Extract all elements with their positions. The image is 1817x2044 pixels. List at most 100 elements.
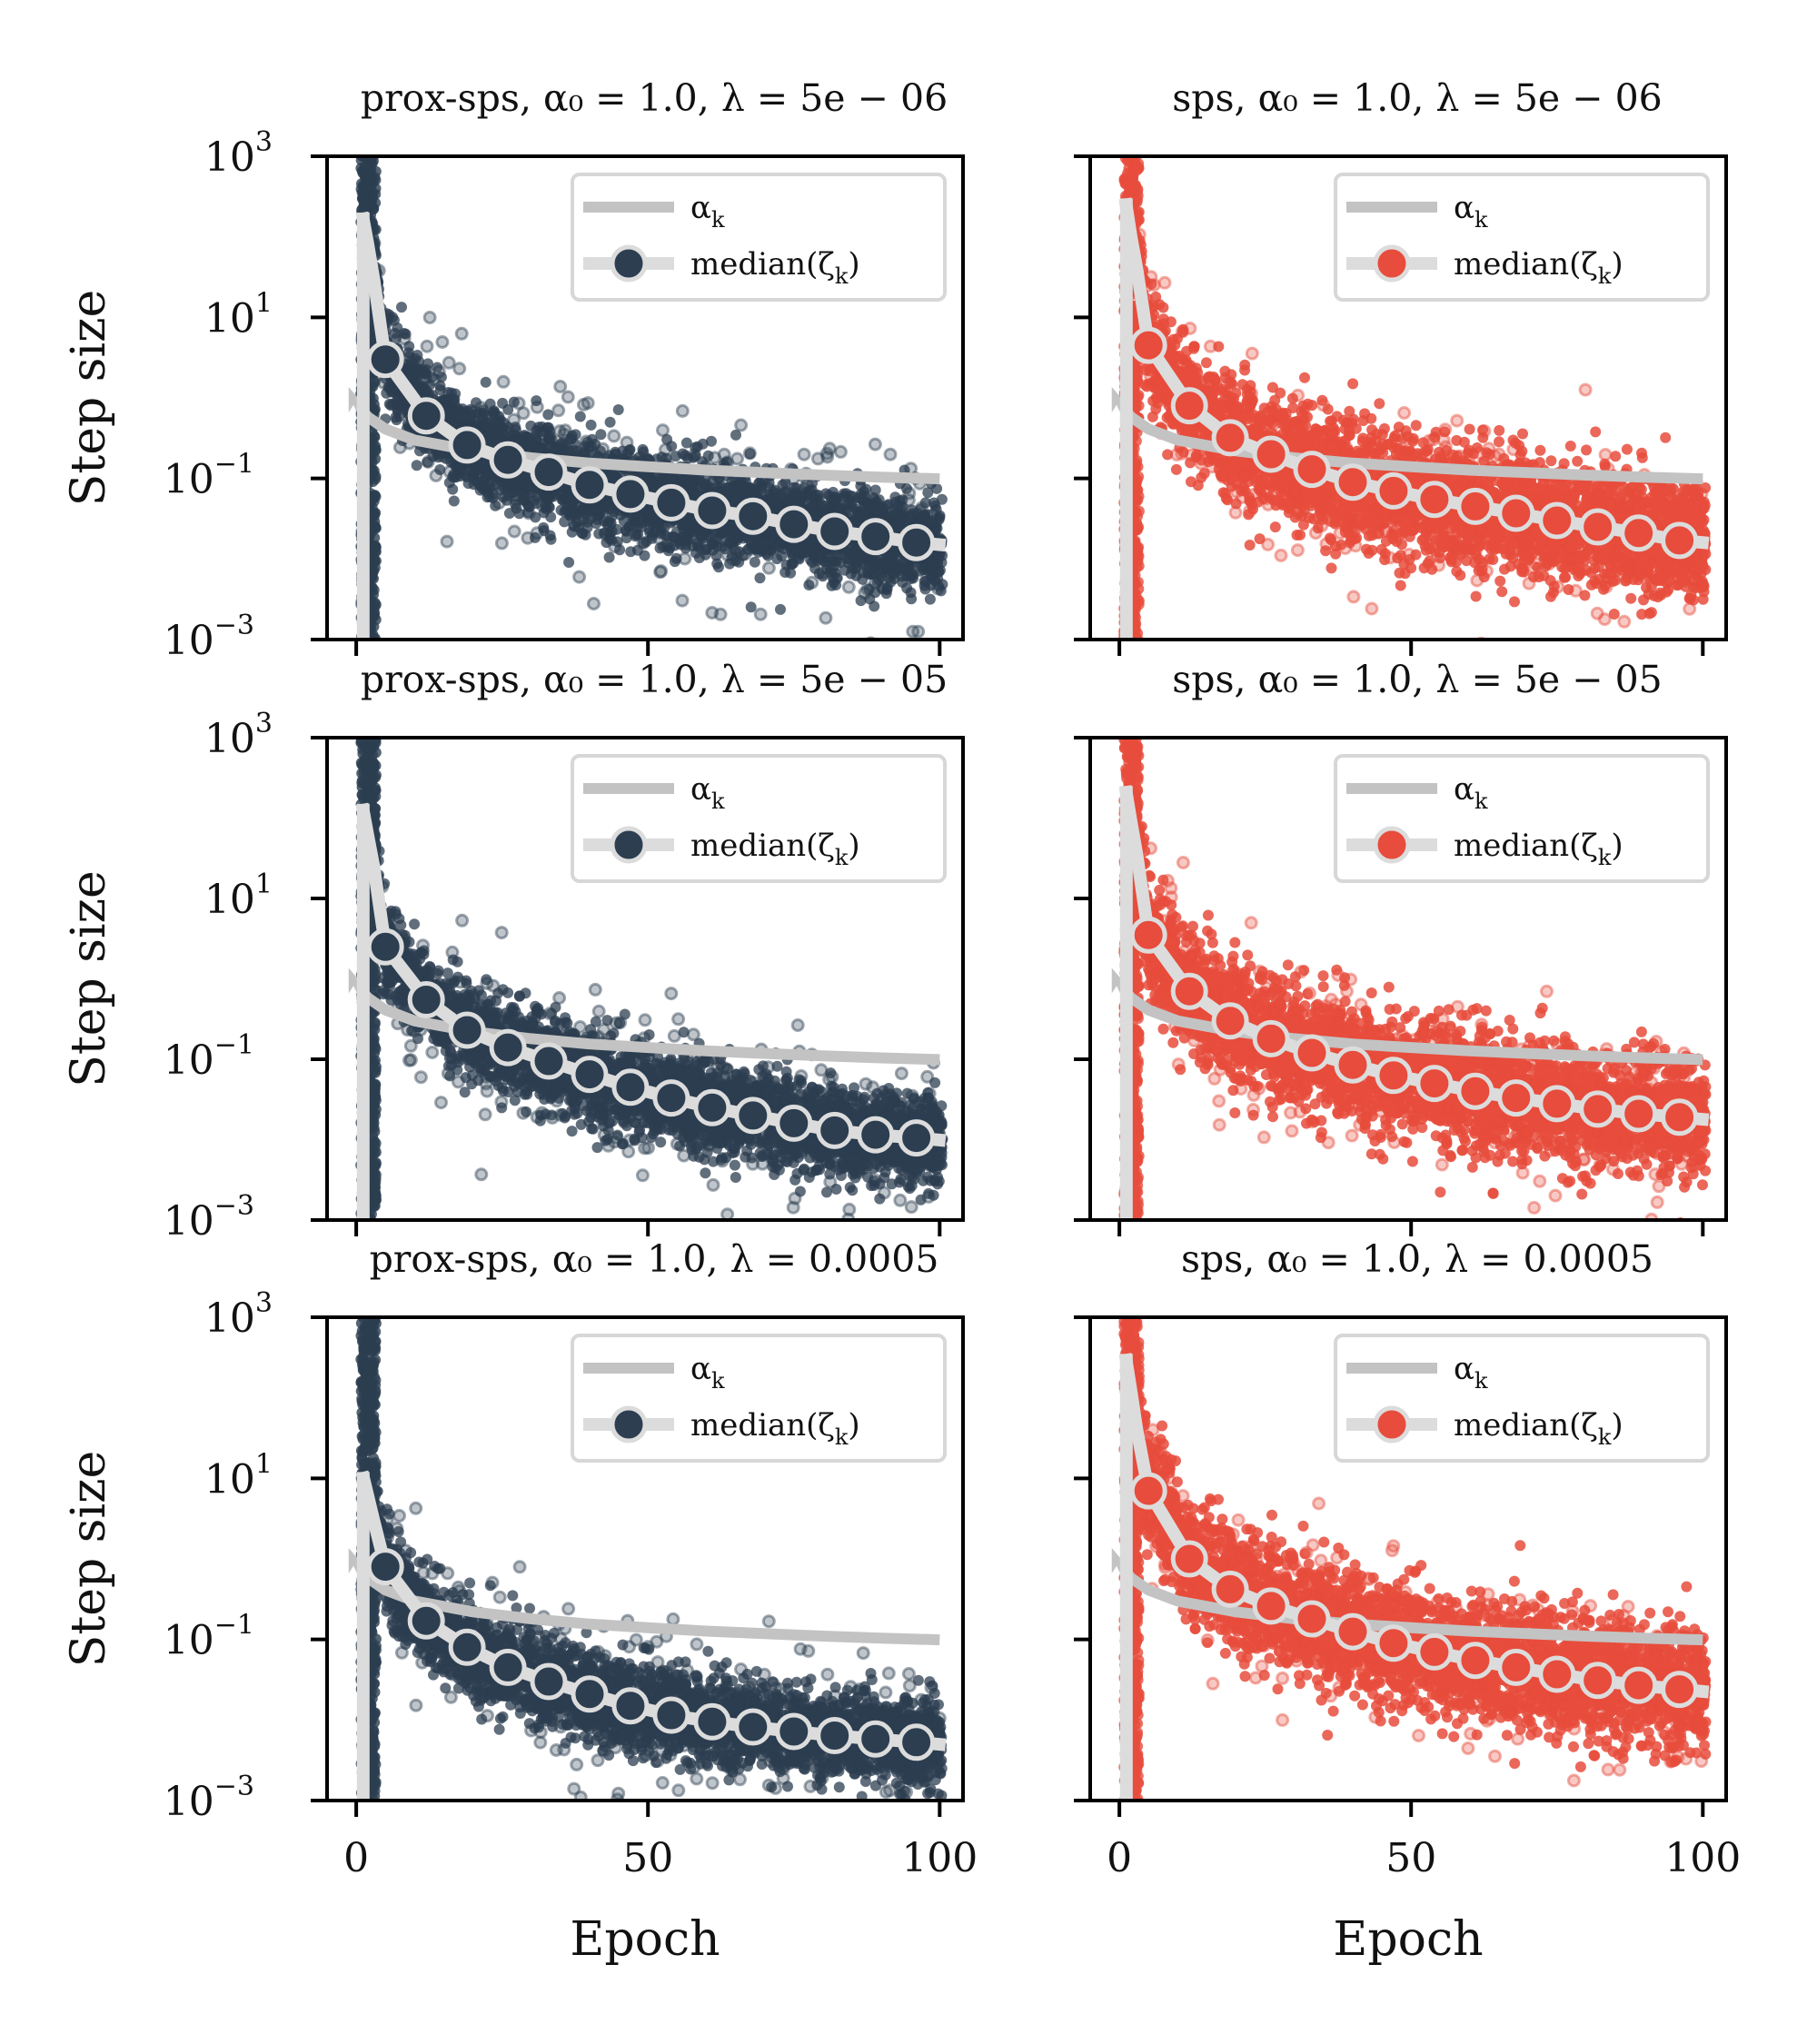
- scatter-outlier: [442, 355, 456, 370]
- scatter-outlier: [572, 570, 587, 584]
- scatter-point: [434, 464, 446, 475]
- scatter-outlier: [931, 581, 945, 596]
- scatter-point: [924, 593, 936, 605]
- scatter-outlier: [797, 447, 811, 461]
- scatter-outlier: [883, 447, 898, 461]
- scatter-point: [901, 582, 913, 594]
- spike-point: [363, 640, 374, 650]
- spike-point: [370, 142, 381, 153]
- scatter-point: [480, 376, 491, 388]
- scatter-outlier: [420, 339, 434, 353]
- scatter-point: [522, 507, 533, 519]
- scatter-point: [706, 435, 717, 447]
- scatter-outlier: [429, 469, 443, 482]
- scatter-outlier: [435, 335, 450, 349]
- legend-median-sub: k: [835, 263, 849, 289]
- scatter-point: [580, 529, 591, 541]
- scatter-outlier: [742, 446, 757, 461]
- scatter-point: [809, 562, 821, 574]
- scatter-outlier: [507, 412, 521, 427]
- y-tick-label: 101: [204, 287, 273, 342]
- spike-point: [370, 473, 382, 485]
- legend-alpha-sub: k: [711, 207, 725, 233]
- scatter-point: [838, 492, 849, 504]
- scatter-outlier: [599, 527, 613, 541]
- scatter-outlier: [496, 374, 511, 389]
- median-marker: [693, 491, 731, 530]
- scatter-point: [482, 486, 493, 498]
- scatter-point: [669, 556, 680, 568]
- spike-point: [365, 157, 377, 168]
- scatter-outlier: [753, 607, 768, 621]
- spike-point: [360, 141, 371, 152]
- scatter-point: [680, 437, 692, 449]
- scatter-outlier: [577, 397, 591, 412]
- y-tick-exponent: 1: [255, 287, 273, 319]
- spike-point: [369, 376, 381, 388]
- scatter-outlier: [397, 332, 412, 346]
- scatter-point: [531, 395, 542, 407]
- scatter-point: [803, 580, 815, 590]
- scatter-point: [853, 554, 865, 566]
- scatter-point: [599, 502, 611, 514]
- spike-point: [370, 546, 381, 558]
- scatter-point: [542, 409, 554, 421]
- scatter-point: [574, 411, 586, 422]
- scatter-outlier: [596, 442, 611, 456]
- y-axis-label: Step size: [62, 290, 116, 507]
- scatter-outlier: [620, 435, 634, 450]
- scatter-point: [775, 603, 786, 615]
- scatter-outlier: [518, 491, 532, 505]
- scatter-outlier: [922, 561, 937, 576]
- scatter-outlier: [820, 450, 835, 464]
- scatter-outlier: [914, 501, 928, 515]
- median-marker: [652, 483, 690, 521]
- scatter-point: [603, 551, 615, 563]
- median-marker: [775, 505, 813, 543]
- spike-point: [359, 201, 370, 213]
- spike-point: [362, 647, 373, 658]
- scatter-outlier: [675, 593, 690, 608]
- scatter-outlier: [708, 451, 722, 465]
- y-tick-exponent: 3: [255, 126, 273, 158]
- y-tick-exponent: −1: [214, 449, 254, 481]
- scatter-outlier: [482, 430, 497, 444]
- scatter-outlier: [872, 556, 887, 571]
- scatter-point: [863, 583, 875, 595]
- legend-median-marker: [610, 244, 648, 283]
- scatter-point: [670, 451, 681, 462]
- scatter-point: [462, 478, 474, 490]
- scatter-point: [745, 601, 757, 613]
- legend-median-close: ): [848, 246, 859, 283]
- scatter-point: [710, 550, 722, 561]
- scatter-point: [625, 546, 637, 558]
- scatter-outlier: [819, 550, 834, 564]
- scatter-outlier: [421, 455, 435, 469]
- scatter-point: [922, 487, 934, 499]
- scatter-outlier: [436, 449, 451, 463]
- scatter-outlier: [507, 524, 521, 539]
- scatter-outlier: [636, 536, 650, 551]
- scatter-outlier: [651, 531, 666, 545]
- scatter-point: [566, 526, 578, 538]
- scatter-outlier: [561, 497, 575, 511]
- scatter-outlier: [530, 400, 544, 414]
- scatter-outlier: [542, 439, 557, 453]
- scatter-outlier: [833, 444, 848, 459]
- scatter-point: [585, 419, 597, 431]
- scatter-outlier: [800, 477, 814, 491]
- scatter-outlier: [587, 597, 601, 610]
- spike-point: [358, 138, 369, 149]
- scatter-point: [702, 450, 714, 461]
- scatter-outlier: [452, 362, 467, 376]
- scatter-outlier: [901, 493, 916, 508]
- median-marker: [898, 523, 936, 561]
- spike-point: [359, 142, 370, 153]
- scatter-outlier: [761, 561, 776, 575]
- scatter-point: [411, 460, 422, 471]
- scatter-point: [1269, 521, 1281, 533]
- scatter-outlier: [536, 499, 550, 513]
